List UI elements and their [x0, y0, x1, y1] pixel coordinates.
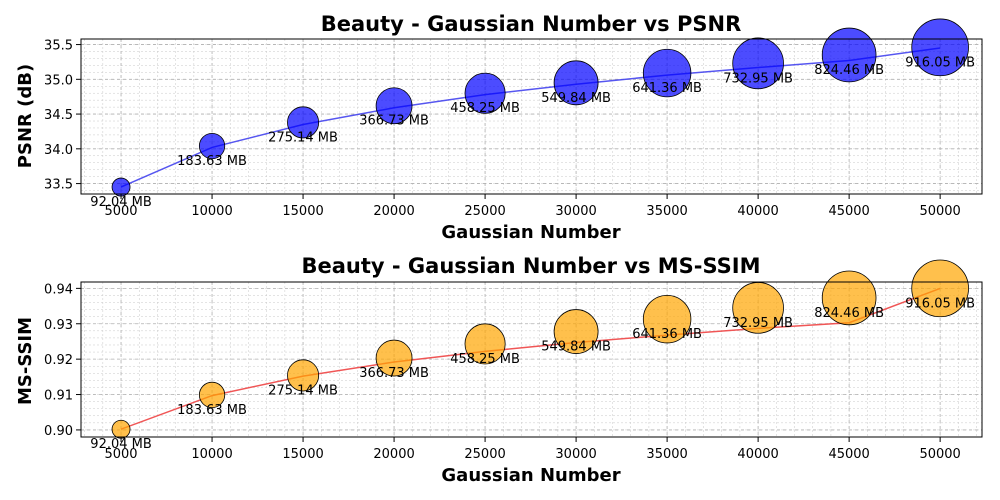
x-tick-label: 25000 [464, 447, 505, 462]
x-axis-ticks: 5000 10000 15000 20000 25000 30000 35000 40000 4… [104, 437, 961, 462]
size-annotations: 92.04 MB 183.63 MB 275.14 MB 366.73 MB 458.2… [90, 55, 975, 210]
trend-line [120, 47, 941, 188]
y-tick-label: 0.94 [44, 282, 73, 297]
size-label: 366.73 MB [359, 366, 429, 381]
y-tick-label: 0.92 [44, 353, 73, 368]
y-axis-label: PSNR (dB) [15, 64, 36, 168]
x-tick-label: 15000 [282, 447, 323, 462]
data-series [111, 18, 969, 197]
data-point [821, 27, 877, 83]
size-label: 275.14 MB [268, 130, 338, 145]
data-point [111, 177, 131, 197]
data-point [911, 18, 969, 77]
y-tick-label: 0.93 [44, 318, 73, 333]
y-tick-label: 35.0 [44, 73, 73, 88]
y-tick-label: 0.90 [44, 424, 73, 439]
data-point [464, 72, 506, 114]
size-label: 275.14 MB [268, 383, 338, 398]
size-label: 824.46 MB [814, 63, 884, 78]
x-tick-label: 35000 [646, 447, 687, 462]
y-tick-label: 0.91 [44, 389, 73, 404]
ms-ssim-chart: Beauty - Gaussian Number vs MS-SSIM 92.0… [15, 254, 983, 486]
x-tick-label: 50000 [919, 204, 960, 219]
data-point [287, 359, 320, 392]
x-tick-label: 45000 [828, 447, 869, 462]
plot-frame [80, 38, 983, 195]
data-point [732, 37, 784, 90]
x-tick-label: 10000 [191, 447, 232, 462]
data-point [642, 294, 692, 344]
size-label: 549.84 MB [541, 340, 611, 355]
data-point [642, 48, 692, 98]
data-point [553, 60, 599, 106]
size-label: 366.73 MB [359, 114, 429, 129]
x-tick-label: 30000 [555, 447, 596, 462]
data-point [375, 87, 413, 125]
data-point [287, 106, 320, 139]
x-tick-label: 5000 [104, 447, 137, 462]
data-point [821, 270, 877, 326]
x-tick-label: 20000 [373, 447, 414, 462]
x-axis-ticks: 5000 10000 15000 20000 25000 30000 35000 40000 4… [104, 194, 961, 219]
size-label: 732.95 MB [723, 71, 793, 86]
x-tick-label: 10000 [191, 204, 232, 219]
x-tick-label: 50000 [919, 447, 960, 462]
size-label: 92.04 MB [90, 195, 151, 210]
data-point [911, 259, 969, 318]
data-point [198, 381, 226, 408]
data-point [111, 419, 131, 439]
x-tick-label: 15000 [282, 204, 323, 219]
size-label: 458.25 MB [450, 352, 520, 367]
size-label: 641.36 MB [632, 81, 702, 96]
data-point [464, 323, 506, 365]
x-tick-label: 30000 [555, 204, 596, 219]
size-annotations: 92.04 MB 183.63 MB 275.14 MB 366.73 MB 458.2… [90, 296, 975, 452]
y-tick-label: 34.5 [44, 108, 73, 123]
y-tick-label: 33.5 [44, 178, 73, 193]
size-label: 732.95 MB [723, 316, 793, 331]
y-axis-label: MS-SSIM [15, 317, 36, 405]
x-tick-label: 25000 [464, 204, 505, 219]
chart-title: Beauty - Gaussian Number vs MS-SSIM [301, 254, 760, 278]
x-axis-label: Gaussian Number [441, 465, 620, 486]
trend-line [120, 287, 941, 430]
size-label: 183.63 MB [177, 403, 247, 418]
size-label: 458.25 MB [450, 101, 520, 116]
data-point [553, 309, 599, 354]
size-label: 641.36 MB [632, 327, 702, 342]
x-tick-label: 35000 [646, 204, 687, 219]
size-label: 92.04 MB [90, 437, 151, 452]
y-axis-ticks: 33.5 34.0 34.5 35.0 35.5 [44, 39, 81, 193]
data-point [375, 339, 413, 377]
y-tick-label: 34.0 [44, 143, 73, 158]
data-point [198, 132, 226, 160]
x-tick-label: 40000 [737, 204, 778, 219]
y-tick-label: 35.5 [44, 39, 73, 54]
x-tick-label: 20000 [373, 204, 414, 219]
size-label: 549.84 MB [541, 91, 611, 106]
chart-title: Beauty - Gaussian Number vs PSNR [321, 12, 742, 36]
x-tick-label: 5000 [104, 204, 137, 219]
y-axis-ticks: 0.90 0.91 0.92 0.93 0.94 [44, 282, 81, 439]
data-series [111, 259, 969, 439]
size-label: 183.63 MB [177, 154, 247, 169]
size-label: 916.05 MB [905, 296, 975, 311]
x-axis-label: Gaussian Number [441, 222, 620, 243]
psnr-chart: Beauty - Gaussian Number vs PSNR 92.04 M… [15, 12, 983, 243]
size-label: 824.46 MB [814, 306, 884, 321]
size-label: 916.05 MB [905, 55, 975, 70]
x-tick-label: 40000 [737, 447, 778, 462]
x-tick-label: 45000 [828, 204, 869, 219]
